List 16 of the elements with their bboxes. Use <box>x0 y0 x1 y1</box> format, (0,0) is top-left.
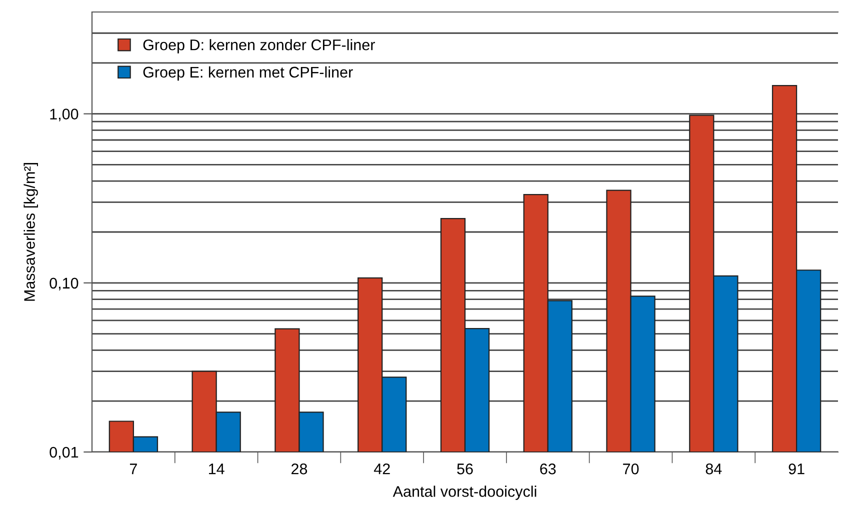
x-tick-label: 84 <box>706 464 722 474</box>
y-tick-label: 0,10 <box>50 278 78 290</box>
x-tick-label: 14 <box>209 464 224 474</box>
y-tick-label: 0,01 <box>50 446 78 460</box>
legend-label: Groep E: kernen met CPF-liner <box>143 66 353 81</box>
x-tick-label: 56 <box>457 464 473 474</box>
x-tick-label: 70 <box>623 464 639 474</box>
x-axis-title: Aantal vorst-dooicycli <box>392 486 536 500</box>
y-axis-title: Massaverlies [kg/m²] <box>24 163 38 301</box>
x-tick-label: 42 <box>374 464 390 474</box>
legend-label: Groep D: kernen zonder CPF-liner <box>143 39 375 54</box>
x-tick-label: 28 <box>291 464 308 474</box>
x-tick-label: 91 <box>788 464 804 474</box>
x-tick-label: 7 <box>130 464 137 474</box>
y-tick-label: 1,00 <box>50 108 78 122</box>
x-tick-label: 63 <box>540 464 556 474</box>
